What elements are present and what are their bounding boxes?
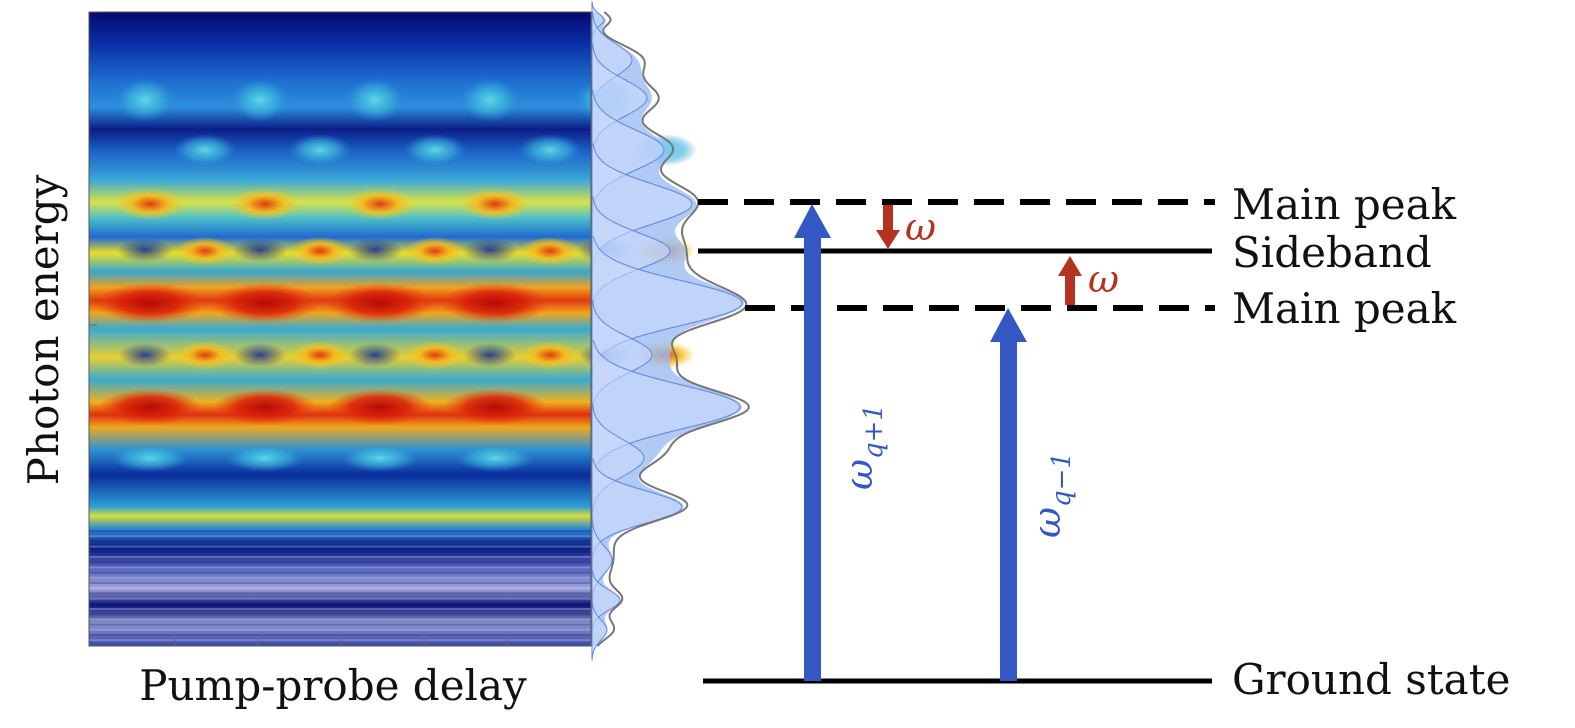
noise-streak [89,623,591,626]
orange-spot [405,341,465,369]
red-spot [443,389,547,425]
dark-spot [462,238,518,262]
dark-spot [349,343,401,367]
noise-streak [89,618,591,621]
spectrogram [88,11,697,647]
sideband-label: Sideband [1232,228,1432,277]
noise-streak [89,587,591,590]
noise-streak [89,566,591,569]
red-spot [325,283,435,323]
subscript-q-plus-1: q+1 [859,404,889,459]
main-peak-lower-label: Main peak [1232,284,1457,333]
noise-streak [89,602,591,605]
omega-down-arrow [876,205,900,249]
orange-spot [520,341,580,369]
main-peak-upper-label: Main peak [1232,180,1457,229]
dark-spot [117,238,173,262]
orange-spot [290,237,350,265]
noise-streak [89,535,591,538]
dark-spot [347,238,403,262]
cyan-spot [518,134,582,166]
cyan-spot [173,134,237,166]
noise-streak [89,608,591,610]
orange-spot [229,188,301,220]
dark-spot [119,343,171,367]
orange-spot [114,188,186,220]
spectrum-outline [596,11,750,647]
noise-streak [89,545,591,548]
noise-streak [89,571,591,574]
spectrogram-spots [95,78,697,472]
cyan-spot [455,444,535,472]
cyan-spot [288,134,352,166]
dark-spot [232,238,288,262]
cyan-spot [110,444,190,472]
spectrum-peak [591,599,608,661]
integrated-spectrum [591,1,750,661]
orange-spot [520,237,580,265]
orange-spot [175,341,235,369]
noise-streak [89,613,591,616]
cyan-spot [115,78,175,122]
red-spot [210,283,320,323]
cyan-spot [403,134,467,166]
x-axis-label: Pump-probe delay [139,661,527,710]
noise-streak [89,639,591,642]
transition-label-q-plus-1: ωq+1 [837,404,889,490]
orange-spot [459,188,531,220]
dark-spot [464,343,516,367]
subscript-q-minus-1: q−1 [1047,452,1077,507]
omega-symbol-q-minus-1: ω [1025,507,1069,538]
noise-streak [89,634,591,636]
red-spot [98,389,202,425]
noise-streak [89,592,591,595]
orange-spot [290,341,350,369]
cyan-spot [460,78,520,122]
noise-streak [89,556,591,558]
dark-spot [234,343,286,367]
red-spot [95,283,205,323]
omega-up-label: ω [1088,257,1119,301]
transition-arrow-q-plus-1 [794,204,831,681]
cyan-spot [340,444,420,472]
omega-up-arrow [1058,256,1082,305]
spectrogram-ticks [89,11,508,646]
cyan-spot [230,78,290,122]
noise-streak [89,550,591,553]
red-spot [213,389,317,425]
noise-streak [89,597,591,600]
noise-streak [89,540,591,543]
noise-streak [89,561,591,564]
y-axis-label: Photon energy [19,174,68,485]
energy-level-diagram: Main peak Sideband Main peak Ground stat… [698,180,1510,704]
omega-down-label: ω [905,205,936,249]
noise-streak [89,628,591,631]
transition-arrow-q-minus-1 [990,308,1027,681]
red-spot [328,389,432,425]
orange-spot [405,237,465,265]
noise-streak [89,582,591,584]
omega-symbol-q-plus-1: ω [837,459,881,490]
ground-state-label: Ground state [1232,655,1510,704]
spectrogram-frame [88,11,592,647]
noise-streak [89,576,591,579]
noise-streak [89,530,591,532]
spectrum-peaks [591,1,743,661]
transition-label-q-minus-1: ωq−1 [1025,452,1077,538]
orange-spot [175,237,235,265]
cyan-spot [345,78,405,122]
cyan-spot [225,444,305,472]
orange-spot [344,188,416,220]
spectrogram-streaks [89,530,591,642]
red-spot [440,283,550,323]
